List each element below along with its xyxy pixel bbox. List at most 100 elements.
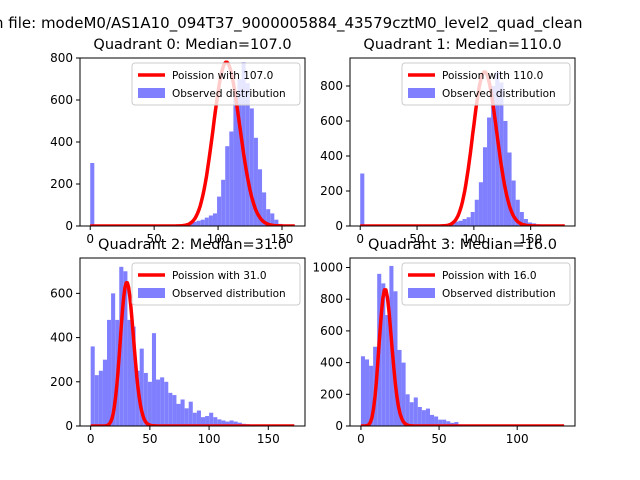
y-tick-label: 200 [50,375,73,389]
hist-bar [127,319,132,426]
axes-frame [349,57,576,227]
quadrant-2-panel: 0 50 100 150 0 200 400 600 Quadrant 2: Median=31… [50,237,306,446]
hist-bar [229,131,234,226]
x-tick-label: 100 [198,432,221,446]
y-tick-label: 400 [50,331,73,345]
hist-bar [237,79,242,226]
hist-bar [192,412,197,426]
x-tick-label: 0 [87,432,95,446]
x-tick-label: 0 [86,232,94,246]
legend-label-observed: Observed distribution [172,88,286,100]
hist-bar [180,399,185,426]
poisson-curve [360,288,565,426]
legend-box [131,62,301,106]
hist-bar [462,219,467,226]
x-tick-label: 150 [271,232,294,246]
plot-area [89,60,296,226]
hist-bar [102,359,107,426]
hist-bar [200,219,205,226]
hist-bar [266,209,271,226]
hist-bar [212,213,218,226]
hist-bar [143,372,148,426]
x-tick-label: 100 [207,232,230,246]
hist-bar [519,212,524,226]
hist-bar [458,220,463,226]
hist-bar [369,365,374,426]
hist-bar [147,381,152,426]
quadrant-title: Quadrant 2: Median=31.0 [98,237,287,253]
hist-bar [253,137,258,226]
quadrant-0-panel: 0 50 100 150 0 200 400 600 800 Quadrant 0: Median… [50,37,306,246]
x-tick-label: 150 [519,232,542,246]
hist-bar [225,146,230,226]
hist-bar [221,179,226,226]
hist-bar [381,283,386,426]
hist-bar [421,410,426,426]
legend-bar-swatch [408,88,435,98]
hist-bar [249,108,254,226]
hist-bar [482,147,488,226]
hist-bar [262,192,267,226]
hist-bar [90,346,95,426]
x-tick-label: 50 [431,432,446,446]
hist-bar [192,221,197,226]
y-tick-label: 400 [320,356,343,370]
legend: Poission with 107.0 Observed distribution [131,62,301,106]
hist-bar [123,271,128,426]
hist-bar [233,421,238,426]
y-tick-label: 1000 [312,261,343,275]
y-tick-label: 800 [320,79,343,93]
quadrant-title: Quadrant 3: Median=16.0 [368,237,557,253]
axes-frame [349,257,576,427]
x-tick-label: 100 [462,232,485,246]
hist-bar [523,219,528,226]
legend-box [131,262,301,306]
hist-bar [466,217,471,226]
hist-bar [409,402,414,426]
hist-bar [507,152,512,226]
hist-bar [360,173,365,226]
hist-bar [176,403,181,426]
hist-bar [168,392,173,426]
y-tick-label: 0 [335,219,343,233]
hist-bar [487,117,492,226]
plot-area [360,265,565,426]
hist-bar [365,359,370,426]
hist-bar [405,394,410,426]
y-tick-label: 200 [320,184,343,198]
x-tick-label: 50 [147,232,162,246]
hist-bar [245,83,250,226]
hist-bar [90,163,95,226]
hist-bar [401,362,406,426]
y-tick-label: 600 [50,93,73,107]
legend-label-observed: Observed distribution [442,288,556,300]
hist-bar [217,419,222,426]
hist-bar [209,412,214,426]
x-tick-label: 100 [506,432,529,446]
hist-bar [196,220,201,226]
hist-bar [208,215,213,226]
y-tick-label: 0 [65,419,73,433]
y-tick-label: 400 [320,149,343,163]
poisson-curve [89,60,296,226]
hist-bar [360,356,365,426]
hist-bar [257,169,263,226]
y-tick-label: 800 [50,51,73,65]
hist-bar [413,397,418,426]
x-tick-label: 50 [142,432,157,446]
hist-bar [425,408,430,426]
legend: Poission with 16.0 Observed distribution [401,262,571,306]
hist-bar [511,180,516,226]
legend: Poission with 110.0 Observed distribution [401,62,571,106]
hist-bar [200,417,206,426]
y-tick-label: 400 [50,135,73,149]
legend-label-poisson: Poission with 16.0 [442,270,537,282]
y-tick-label: 600 [320,114,343,128]
hist-bar [274,219,279,226]
hist-bar [385,315,390,426]
legend-bar-swatch [138,288,165,298]
legend-label-observed: Observed distribution [172,288,286,300]
y-tick-label: 600 [50,286,73,300]
hist-bar [229,420,234,426]
